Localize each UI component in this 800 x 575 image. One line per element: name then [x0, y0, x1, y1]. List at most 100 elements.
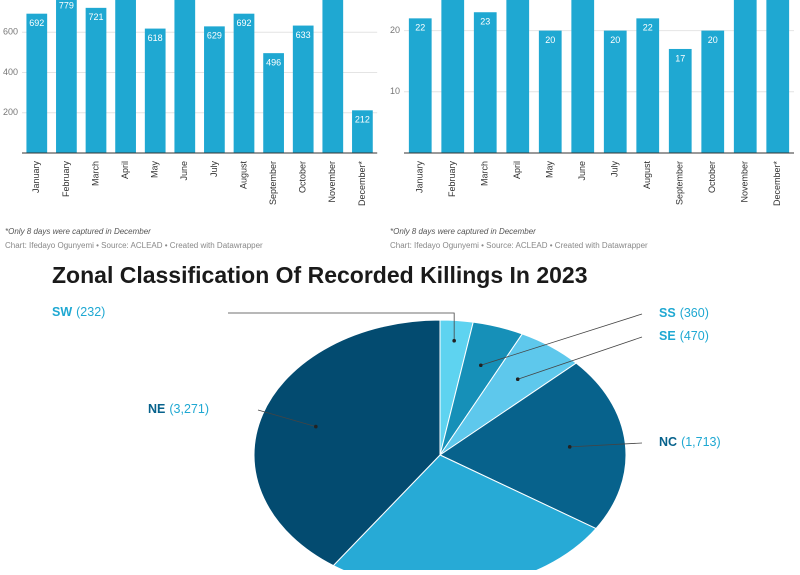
- bar-value-label: 779: [59, 1, 74, 11]
- bar-value-label: 692: [29, 18, 44, 28]
- bar: [85, 7, 107, 153]
- x-tick-label: November: [327, 161, 337, 203]
- bar: [322, 0, 344, 153]
- x-tick-label: June: [179, 161, 189, 181]
- bar: [408, 18, 432, 153]
- pie-label-name: SE: [659, 329, 676, 343]
- bar-chart: 10 20 22 23 20 20 22 17 20 27 January February March…: [390, 0, 794, 250]
- bar-value-label: 212: [355, 115, 370, 125]
- y-tick-label: 600: [3, 27, 18, 37]
- x-tick-label: May: [150, 161, 160, 179]
- footnote: *Only 8 days were captured in December: [5, 227, 151, 236]
- bar: [701, 30, 725, 153]
- credit: Chart: Ifedayo Ogunyemi • Source: ACLEAD…: [390, 241, 648, 250]
- x-tick-label: February: [61, 161, 71, 198]
- x-tick-label: January: [31, 161, 41, 194]
- leader-dot: [515, 377, 520, 381]
- footnote: *Only 8 days were captured in December: [390, 227, 536, 236]
- x-tick-label: June: [577, 161, 587, 181]
- pie-slice: [332, 454, 597, 575]
- leader-line: [480, 313, 643, 366]
- bar-value-label: 27: [773, 0, 783, 2]
- bar: [571, 0, 595, 153]
- bar: [26, 13, 48, 153]
- bar-value-label: 20: [610, 35, 620, 45]
- bar: [441, 0, 465, 153]
- bar-value-label: 692: [236, 18, 251, 28]
- y-tick-label: 200: [3, 107, 18, 117]
- bar: [766, 0, 790, 153]
- leader-line: [517, 336, 643, 380]
- pie-label-value: (3,271): [169, 402, 209, 416]
- x-tick-label: March: [480, 161, 490, 186]
- bar: [56, 0, 77, 153]
- bar: [263, 53, 284, 153]
- bar: [733, 0, 757, 153]
- pie-label: NE (3,271): [148, 402, 209, 416]
- leader-dot: [479, 363, 483, 368]
- bar-value-label: 20: [708, 35, 718, 45]
- bar: [668, 48, 692, 153]
- x-tick-label: July: [209, 161, 219, 178]
- x-tick-label: December*: [772, 161, 782, 207]
- pie-chart: Zonal Classification Of Recorded Killing…: [52, 262, 721, 575]
- pie-slice: [253, 319, 441, 567]
- pie-label-value: (232): [76, 305, 105, 319]
- pie-slice: [438, 362, 627, 530]
- x-tick-label: September: [268, 161, 278, 205]
- bar-value-label: 633: [296, 30, 311, 40]
- leader-line: [228, 312, 455, 341]
- x-tick-label: May: [545, 161, 555, 179]
- chart-title: Zonal Classification Of Recorded Killing…: [52, 262, 588, 288]
- bar: [233, 13, 255, 153]
- x-tick-label: March: [90, 161, 100, 186]
- leader-dot: [314, 424, 318, 429]
- bar: [115, 0, 136, 153]
- bars: 22 23 20 20 22 17 20 27: [408, 0, 790, 153]
- x-tick-label: September: [675, 161, 685, 205]
- bar-value-label: 496: [266, 58, 281, 68]
- x-tick-label: October: [298, 161, 308, 193]
- pie-label-value: (360): [680, 306, 709, 320]
- bars: 692 779 721 618 629 692 496 633 212: [26, 0, 373, 153]
- bar-value-label: 618: [148, 33, 163, 43]
- pie-label: NC (1,713): [659, 435, 721, 449]
- x-tick-label: November: [740, 161, 750, 203]
- bar-value-label: 23: [480, 17, 490, 27]
- leader-line: [569, 442, 643, 448]
- bar-value-label: 20: [545, 35, 555, 45]
- bar-chart: 200 400 600 692 779 721 618 629 692 496 633 212 Janu…: [3, 0, 378, 250]
- x-tick-label: October: [707, 161, 717, 193]
- bar: [538, 30, 562, 153]
- pie-label-value: (1,713): [681, 435, 721, 449]
- pie-label-value: (470): [680, 329, 709, 343]
- pie-label: SW (232): [52, 305, 105, 319]
- x-tick-label: August: [642, 161, 652, 190]
- leader-dot: [567, 445, 572, 449]
- y-tick-label: 10: [390, 86, 400, 96]
- pie-label-name: NC: [659, 435, 677, 449]
- bar: [292, 25, 314, 153]
- x-tick-label: July: [610, 161, 620, 178]
- pie-label-name: SW: [52, 305, 72, 319]
- x-tick-label: August: [238, 161, 248, 190]
- bar-value-label: 22: [415, 23, 425, 33]
- credit: Chart: Ifedayo Ogunyemi • Source: ACLEAD…: [5, 241, 263, 250]
- bar-value-label: 721: [88, 12, 103, 22]
- pie-label-name: SS: [659, 306, 676, 320]
- pie-label: SS (360): [659, 306, 709, 320]
- x-tick-label: April: [512, 161, 522, 179]
- bar: [144, 28, 166, 153]
- bar: [506, 0, 530, 153]
- y-tick-label: 20: [390, 25, 400, 35]
- leader-dot: [452, 338, 456, 343]
- bar-value-label: 22: [643, 23, 653, 33]
- x-tick-label: April: [120, 161, 130, 179]
- x-tick-label: December*: [357, 161, 367, 207]
- pie-label: SE (470): [659, 329, 709, 343]
- leader-line: [257, 409, 316, 427]
- x-tick-label: February: [447, 161, 457, 198]
- bar: [204, 26, 225, 153]
- pie-label-name: NE: [148, 402, 165, 416]
